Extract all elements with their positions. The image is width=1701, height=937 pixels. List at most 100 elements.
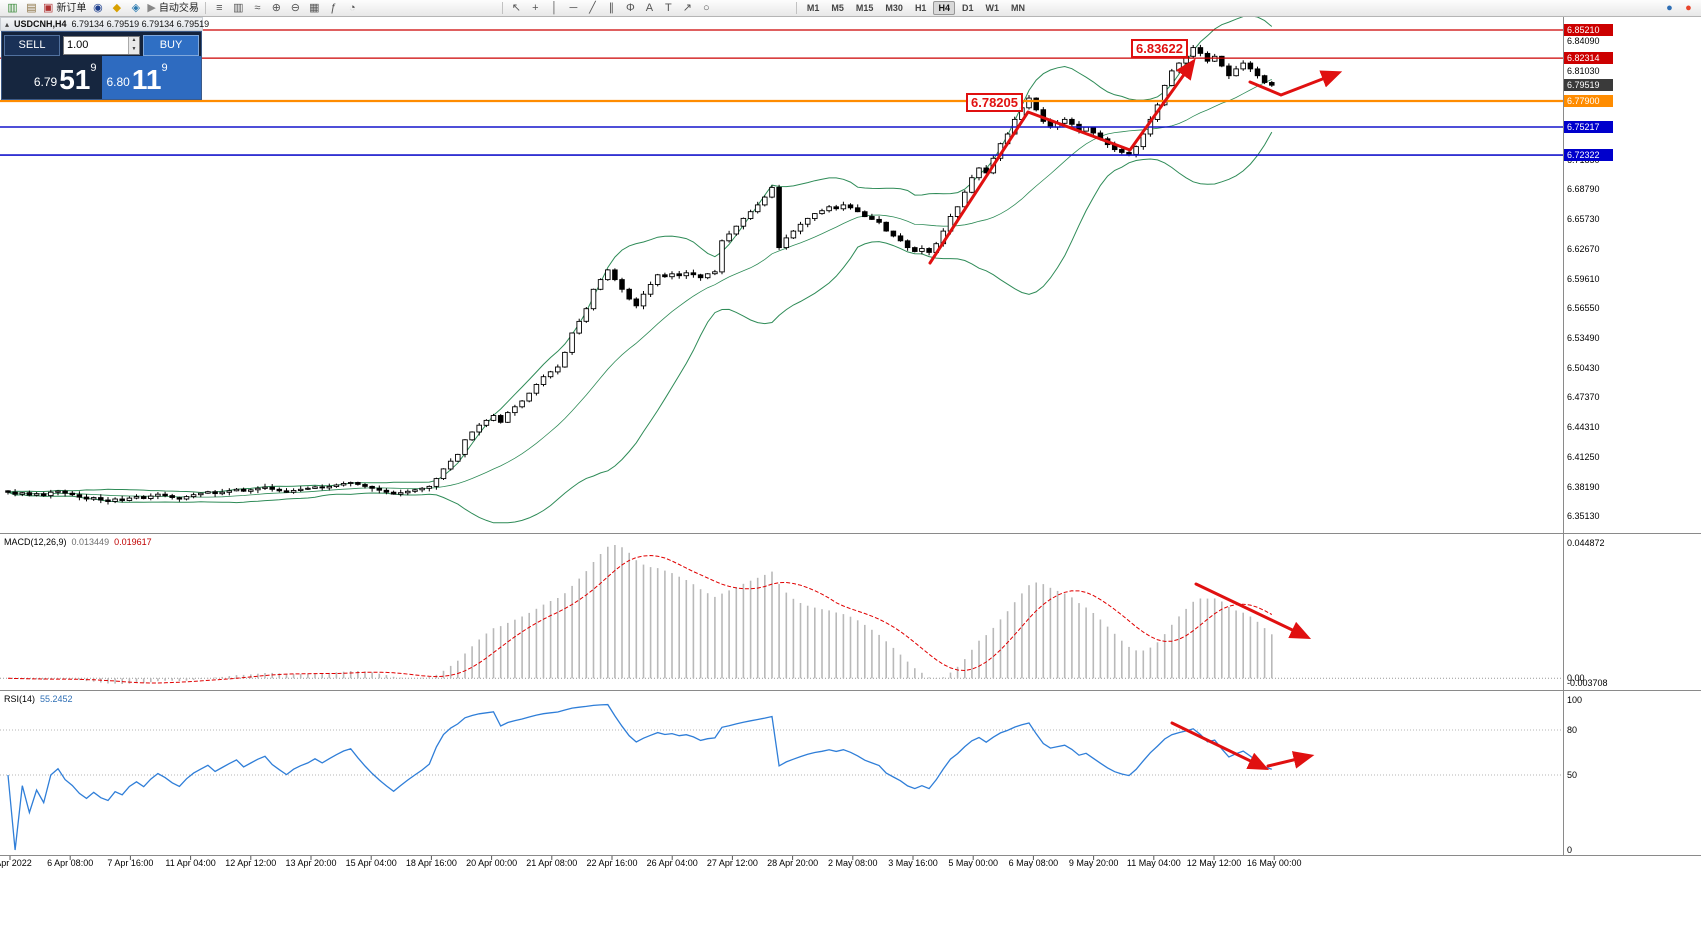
main-toolbar: ▥ ▤ ▣ 新订单 ◉ ◆ ◈ ▶ 自动交易 ≡ ▥ ≈ ⊕ ⊖ ▦ ƒ ◔ ↖ + │ ─ ╱ ∥ Φ A T ↗ ○ M1 M5…: [0, 0, 1701, 17]
bar-chart-icon[interactable]: ≡: [210, 1, 229, 16]
timeframe-button-h4[interactable]: H4: [933, 1, 955, 15]
cycles-icon: ◔: [349, 1, 356, 14]
cycles-icon[interactable]: ◔: [343, 1, 362, 16]
toolbar-group-line-studies: ↖ + │ ─ ╱ ∥ Φ A T ↗ ○: [507, 1, 716, 16]
rsi-name: RSI(14): [4, 694, 36, 704]
indicators-icon[interactable]: ƒ: [324, 1, 343, 16]
timeframe-button-mn[interactable]: MN: [1010, 3, 1025, 13]
price-axis[interactable]: [1563, 17, 1701, 855]
fibonacci-icon[interactable]: Φ: [621, 1, 640, 16]
collapse-trade-panel-icon[interactable]: ▴: [5, 19, 10, 29]
forecast-arrow-main: [1248, 70, 1343, 97]
new-chart-icon[interactable]: ▥: [3, 1, 22, 16]
market-icon: ◈: [131, 1, 141, 14]
channel-icon: ∥: [608, 1, 615, 14]
shapes-icon: ○: [703, 1, 710, 14]
trendline-icon[interactable]: ╱: [583, 1, 602, 16]
trade-panel-prices: 6.79 51 9 6.80 11 9: [2, 56, 201, 99]
tile-windows-icon: ▦: [309, 1, 320, 14]
text-icon[interactable]: A: [640, 1, 659, 16]
new-chart-icon: ▥: [7, 1, 18, 14]
toolbar-group-file: ▥ ▤ ▣ 新订单 ◉ ◆ ◈ ▶ 自动交易: [3, 1, 201, 16]
cursor-icon[interactable]: ↖: [507, 1, 526, 16]
line-chart-icon[interactable]: ≈: [248, 1, 267, 16]
crosshair-icon[interactable]: +: [526, 1, 545, 16]
timeframe-button-w1[interactable]: W1: [985, 3, 999, 13]
vline-icon: │: [550, 1, 558, 14]
annotation-arrows[interactable]: [928, 58, 1343, 770]
channel-icon[interactable]: ∥: [602, 1, 621, 16]
forecast-arrow-rsi-1: [1170, 721, 1270, 770]
alerts-icon[interactable]: ◆: [107, 1, 126, 16]
one-click-trading-panel: SELL ▲ ▼ BUY 6.79 51 9 6.80 11 9: [1, 31, 202, 100]
hline-icon: ─: [569, 1, 578, 14]
bollinger-bands: [7, 15, 1273, 524]
chat-icon: ●: [1666, 1, 1673, 14]
volume-up-button[interactable]: ▲: [128, 36, 139, 45]
symbol-title: USDCNH,H4: [14, 19, 67, 29]
new-order-button[interactable]: ▣ 新订单: [41, 1, 88, 16]
timeframe-button-m5[interactable]: M5: [831, 3, 844, 13]
candle-chart-icon[interactable]: ▥: [229, 1, 248, 16]
notification-icon[interactable]: ●: [1679, 1, 1698, 16]
zoom-in-icon: ⊕: [271, 1, 281, 14]
cursor-icon: ↖: [511, 1, 521, 14]
toolbar-separator: [501, 2, 503, 14]
market-icon[interactable]: ◈: [126, 1, 145, 16]
buy-price-small: 6.80: [106, 75, 130, 89]
volume-spinner: ▲ ▼: [128, 36, 139, 54]
rsi-panel: [0, 703, 1563, 851]
timeframe-button-m15[interactable]: M15: [855, 3, 874, 13]
autotrade-button[interactable]: ▶ 自动交易: [145, 1, 200, 16]
metaquotes-icon[interactable]: ◉: [88, 1, 107, 16]
notification-icon: ●: [1685, 1, 1692, 14]
sell-price-big: 51: [59, 64, 91, 96]
toolbar-separator: [795, 2, 797, 14]
autotrade-button-icon: ▶: [147, 1, 156, 14]
trade-panel-controls: SELL ▲ ▼ BUY: [2, 32, 201, 56]
macd-signal-value: 0.019617: [114, 537, 152, 547]
timeframe-button-m1[interactable]: M1: [806, 3, 820, 13]
buy-price[interactable]: 6.80 11 9: [101, 56, 201, 99]
panel-separators[interactable]: [0, 17, 1701, 856]
macd-indicator-label: MACD(12,26,9) 0.013449 0.019617: [4, 537, 152, 547]
horizontal-lines[interactable]: [0, 29, 1563, 156]
trendline-icon: ╱: [589, 1, 596, 14]
hline-icon[interactable]: ─: [564, 1, 583, 16]
zoom-out-icon[interactable]: ⊖: [286, 1, 305, 16]
toolbar-group-right: ● ●: [1660, 1, 1698, 16]
timeframe-button-h1[interactable]: H1: [914, 3, 927, 13]
volume-down-button[interactable]: ▼: [128, 45, 139, 54]
macd-name: MACD(12,26,9): [4, 537, 67, 547]
sell-price[interactable]: 6.79 51 9: [2, 56, 102, 99]
timeframe-button-m30[interactable]: M30: [885, 3, 903, 13]
sell-price-small: 6.79: [33, 75, 58, 89]
profiles-icon[interactable]: ▤: [22, 1, 41, 16]
symbol-ohlc-bar: ▴ USDCNH,H4 6.79134 6.79519 6.79134 6.79…: [0, 17, 209, 31]
volume-input[interactable]: [64, 36, 128, 54]
buy-price-sup: 9: [161, 62, 168, 74]
ohlc-values: 6.79134 6.79519 6.79134 6.79519: [71, 19, 210, 29]
toolbar-group-timeframes: M1 M5 M15 M30 H1 H4 D1 W1 MN: [801, 1, 1031, 15]
new-order-button-icon: ▣: [43, 1, 54, 14]
candles: [5, 44, 1275, 505]
tile-windows-icon[interactable]: ▦: [305, 1, 324, 16]
shapes-icon[interactable]: ○: [697, 1, 716, 16]
chat-icon[interactable]: ●: [1660, 1, 1679, 16]
vline-icon[interactable]: │: [545, 1, 564, 16]
text-icon: A: [645, 1, 654, 14]
time-axis[interactable]: [0, 855, 1701, 873]
sell-button[interactable]: SELL: [4, 34, 60, 56]
zoom-in-icon[interactable]: ⊕: [267, 1, 286, 16]
crosshair-icon: +: [532, 1, 539, 14]
autotrade-button-label: 自动交易: [158, 2, 199, 14]
candle-chart-icon: ▥: [233, 1, 244, 14]
arrows-icon[interactable]: ↗: [678, 1, 697, 16]
timeframe-button-d1[interactable]: D1: [961, 3, 974, 13]
bar-chart-icon: ≡: [216, 1, 223, 14]
buy-button[interactable]: BUY: [143, 34, 199, 56]
label-icon[interactable]: T: [659, 1, 678, 16]
rsi-value: 55.2452: [40, 694, 73, 704]
sell-price-sup: 9: [90, 62, 97, 74]
